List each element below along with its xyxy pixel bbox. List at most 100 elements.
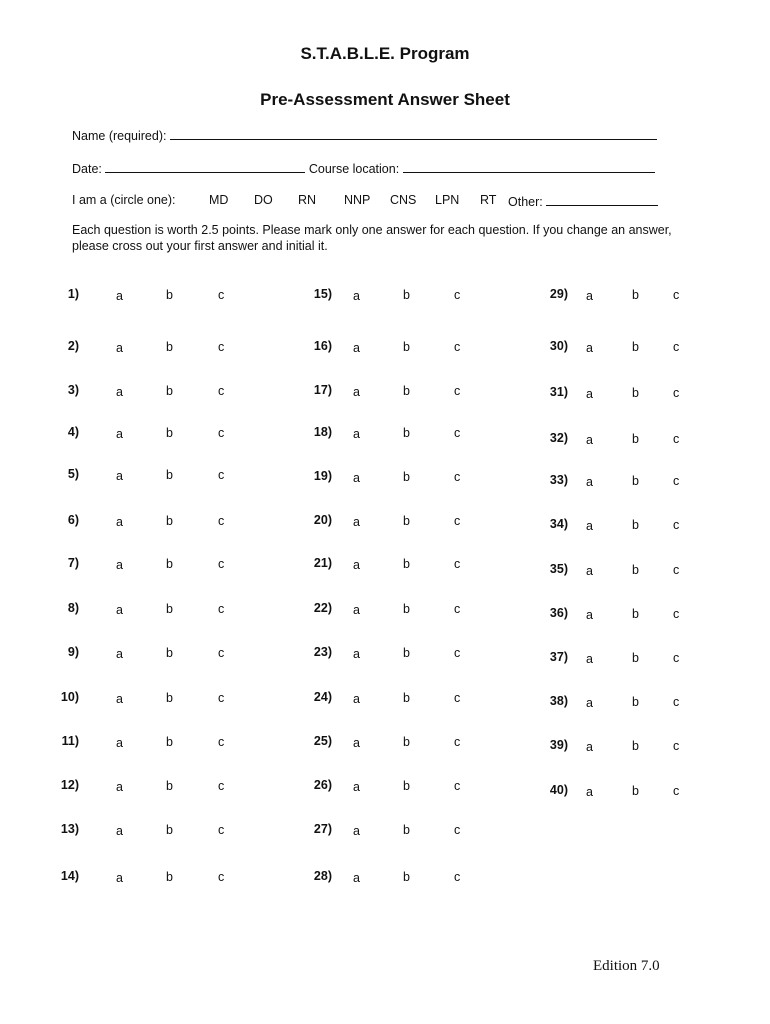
answer-option-b[interactable]: b: [632, 739, 639, 753]
role-rt[interactable]: RT: [480, 193, 497, 207]
course-location-field[interactable]: [402, 160, 655, 173]
answer-option-a[interactable]: a: [116, 603, 123, 617]
answer-option-c[interactable]: c: [673, 563, 680, 577]
role-md[interactable]: MD: [209, 193, 229, 207]
answer-option-b[interactable]: b: [403, 779, 410, 793]
answer-option-a[interactable]: a: [116, 469, 123, 483]
answer-option-c[interactable]: c: [218, 468, 225, 482]
answer-option-c[interactable]: c: [673, 607, 680, 621]
answer-option-b[interactable]: b: [166, 557, 173, 571]
answer-option-a[interactable]: a: [586, 564, 593, 578]
answer-option-a[interactable]: a: [353, 780, 360, 794]
answer-option-a[interactable]: a: [116, 824, 123, 838]
answer-option-a[interactable]: a: [116, 736, 123, 750]
answer-option-c[interactable]: c: [218, 340, 225, 354]
answer-option-c[interactable]: c: [218, 557, 225, 571]
role-cns[interactable]: CNS: [390, 193, 417, 207]
answer-option-c[interactable]: c: [218, 288, 225, 302]
answer-option-c[interactable]: c: [673, 695, 680, 709]
answer-option-a[interactable]: a: [586, 387, 593, 401]
answer-option-b[interactable]: b: [632, 340, 639, 354]
answer-option-b[interactable]: b: [632, 784, 639, 798]
answer-option-a[interactable]: a: [586, 696, 593, 710]
answer-option-c[interactable]: c: [673, 340, 680, 354]
answer-option-c[interactable]: c: [454, 735, 461, 749]
answer-option-c[interactable]: c: [454, 384, 461, 398]
answer-option-c[interactable]: c: [218, 779, 225, 793]
answer-option-a[interactable]: a: [116, 558, 123, 572]
answer-option-a[interactable]: a: [586, 608, 593, 622]
answer-option-a[interactable]: a: [353, 603, 360, 617]
answer-option-c[interactable]: c: [454, 646, 461, 660]
answer-option-b[interactable]: b: [632, 474, 639, 488]
answer-option-b[interactable]: b: [166, 384, 173, 398]
answer-option-b[interactable]: b: [403, 870, 410, 884]
answer-option-b[interactable]: b: [166, 646, 173, 660]
answer-option-c[interactable]: c: [218, 514, 225, 528]
answer-option-a[interactable]: a: [353, 558, 360, 572]
answer-option-c[interactable]: c: [218, 823, 225, 837]
answer-option-c[interactable]: c: [673, 474, 680, 488]
answer-option-c[interactable]: c: [218, 870, 225, 884]
answer-option-b[interactable]: b: [632, 563, 639, 577]
answer-option-c[interactable]: c: [454, 426, 461, 440]
answer-option-a[interactable]: a: [353, 871, 360, 885]
role-rn[interactable]: RN: [298, 193, 317, 207]
answer-option-c[interactable]: c: [218, 426, 225, 440]
answer-option-b[interactable]: b: [403, 557, 410, 571]
answer-option-c[interactable]: c: [454, 823, 461, 837]
answer-option-c[interactable]: c: [454, 691, 461, 705]
answer-option-a[interactable]: a: [586, 740, 593, 754]
answer-option-c[interactable]: c: [454, 779, 461, 793]
answer-option-c[interactable]: c: [673, 432, 680, 446]
answer-option-c[interactable]: c: [454, 870, 461, 884]
date-field[interactable]: [105, 160, 306, 173]
answer-option-c[interactable]: c: [454, 514, 461, 528]
answer-option-b[interactable]: b: [632, 607, 639, 621]
answer-option-b[interactable]: b: [403, 384, 410, 398]
answer-option-b[interactable]: b: [166, 779, 173, 793]
answer-option-b[interactable]: b: [632, 651, 639, 665]
answer-option-b[interactable]: b: [403, 514, 410, 528]
answer-option-a[interactable]: a: [116, 780, 123, 794]
answer-option-b[interactable]: b: [632, 288, 639, 302]
answer-option-c[interactable]: c: [673, 518, 680, 532]
answer-option-a[interactable]: a: [353, 692, 360, 706]
answer-option-c[interactable]: c: [218, 384, 225, 398]
answer-option-b[interactable]: b: [403, 823, 410, 837]
answer-option-b[interactable]: b: [166, 468, 173, 482]
answer-option-b[interactable]: b: [166, 870, 173, 884]
role-nnp[interactable]: NNP: [344, 193, 371, 207]
answer-option-b[interactable]: b: [403, 470, 410, 484]
answer-option-a[interactable]: a: [353, 824, 360, 838]
answer-option-a[interactable]: a: [353, 736, 360, 750]
answer-option-a[interactable]: a: [116, 427, 123, 441]
answer-option-a[interactable]: a: [586, 289, 593, 303]
answer-option-b[interactable]: b: [403, 646, 410, 660]
answer-option-a[interactable]: a: [353, 341, 360, 355]
answer-option-c[interactable]: c: [673, 651, 680, 665]
answer-option-b[interactable]: b: [166, 602, 173, 616]
answer-option-a[interactable]: a: [116, 515, 123, 529]
answer-option-b[interactable]: b: [403, 340, 410, 354]
answer-option-c[interactable]: c: [454, 470, 461, 484]
answer-option-c[interactable]: c: [673, 784, 680, 798]
other-field[interactable]: [546, 193, 659, 206]
answer-option-b[interactable]: b: [166, 340, 173, 354]
answer-option-a[interactable]: a: [116, 289, 123, 303]
role-do[interactable]: DO: [254, 193, 273, 207]
answer-option-a[interactable]: a: [353, 289, 360, 303]
answer-option-a[interactable]: a: [586, 785, 593, 799]
answer-option-b[interactable]: b: [166, 514, 173, 528]
answer-option-b[interactable]: b: [632, 518, 639, 532]
answer-option-a[interactable]: a: [586, 652, 593, 666]
answer-option-a[interactable]: a: [586, 475, 593, 489]
answer-option-c[interactable]: c: [218, 602, 225, 616]
answer-option-c[interactable]: c: [454, 602, 461, 616]
answer-option-b[interactable]: b: [403, 426, 410, 440]
answer-option-a[interactable]: a: [586, 341, 593, 355]
answer-option-b[interactable]: b: [166, 735, 173, 749]
answer-option-b[interactable]: b: [403, 288, 410, 302]
answer-option-b[interactable]: b: [632, 386, 639, 400]
answer-option-a[interactable]: a: [116, 385, 123, 399]
